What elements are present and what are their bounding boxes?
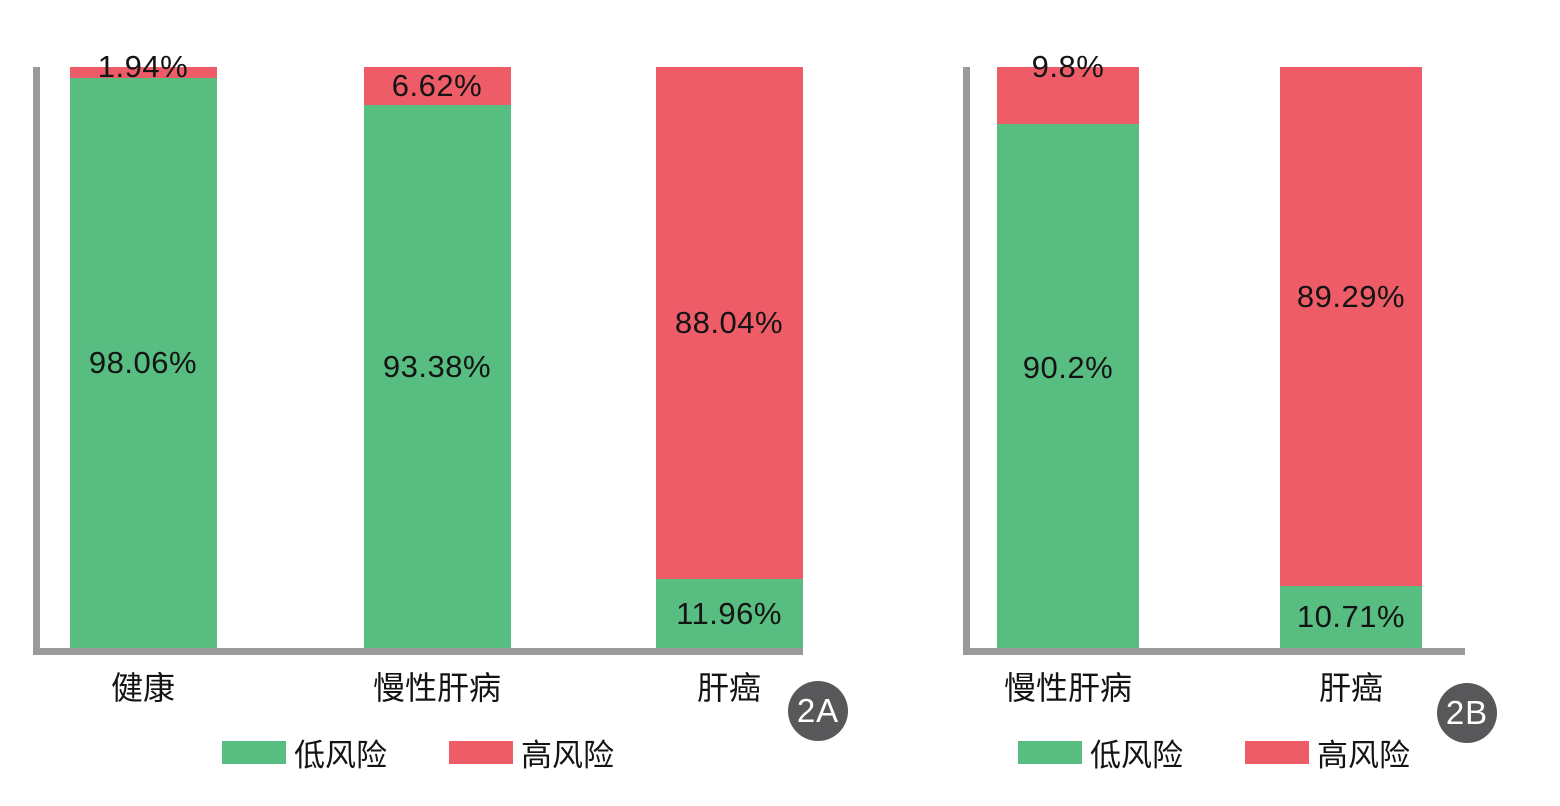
x-axis [963, 648, 1465, 655]
category-label-健康: 健康 [110, 670, 176, 706]
high-risk-swatch-icon [1245, 740, 1309, 764]
y-axis [33, 67, 40, 655]
value-label-high-risk: 88.04% [674, 305, 784, 340]
value-label-low-risk: 98.06% [88, 345, 198, 380]
stacked-bar-肝癌 [655, 67, 803, 648]
legend-item-high-risk: 高风险 [1245, 730, 1410, 775]
value-label-low-risk: 93.38% [382, 348, 492, 384]
value-label-low-risk: 90.2% [1022, 350, 1114, 385]
value-label-high-risk: 9.8% [1031, 49, 1105, 84]
bar-segment-low-risk [363, 105, 511, 648]
legend-label-low-risk: 低风险 [1090, 737, 1183, 773]
bar-segment-low-risk [1280, 586, 1422, 648]
panel-badge-2a: 2A [788, 681, 848, 741]
low-risk-swatch-icon [1018, 740, 1082, 764]
category-label-肝癌: 肝癌 [696, 670, 762, 706]
panel-badge-2b: 2B [1437, 683, 1497, 743]
value-label-high-risk: 89.29% [1296, 278, 1406, 314]
bar-segment-high-risk [655, 67, 803, 579]
category-label-慢性肝病: 慢性肝病 [372, 670, 502, 706]
bar-segment-high-risk [69, 67, 217, 78]
x-axis [33, 648, 803, 655]
legend-label-low-risk: 低风险 [294, 737, 387, 773]
value-label-low-risk: 11.96% [676, 595, 782, 631]
stacked-bar-肝癌 [1280, 67, 1422, 648]
stacked-bar-慢性肝病 [363, 67, 511, 648]
stacked-bar-慢性肝病 [997, 67, 1139, 648]
y-axis [963, 67, 970, 655]
high-risk-swatch-icon [449, 740, 513, 764]
legend-2a: 低风险 高风险 [33, 734, 803, 773]
stacked-bar-健康 [69, 67, 217, 648]
bar-segment-high-risk [997, 67, 1139, 124]
legend-item-high-risk: 高风险 [449, 730, 614, 775]
category-label-慢性肝病: 慢性肝病 [1003, 670, 1133, 706]
legend-label-high-risk: 高风险 [521, 737, 614, 773]
value-label-high-risk: 6.62% [391, 68, 483, 103]
category-label-肝癌: 肝癌 [1318, 670, 1384, 706]
legend-2b: 低风险 高风险 [963, 734, 1465, 773]
bar-segment-high-risk [1280, 67, 1422, 586]
value-label-low-risk: 10.71% [1296, 599, 1406, 634]
bar-segment-low-risk [655, 579, 803, 648]
bar-segment-low-risk [69, 78, 217, 648]
low-risk-swatch-icon [222, 740, 286, 764]
legend-item-low-risk: 低风险 [222, 730, 387, 775]
value-label-high-risk: 1.94% [97, 49, 189, 84]
legend-label-high-risk: 高风险 [1317, 737, 1410, 773]
bar-segment-high-risk [363, 67, 511, 105]
bar-segment-low-risk [997, 124, 1139, 648]
legend-item-low-risk: 低风险 [1018, 730, 1183, 775]
